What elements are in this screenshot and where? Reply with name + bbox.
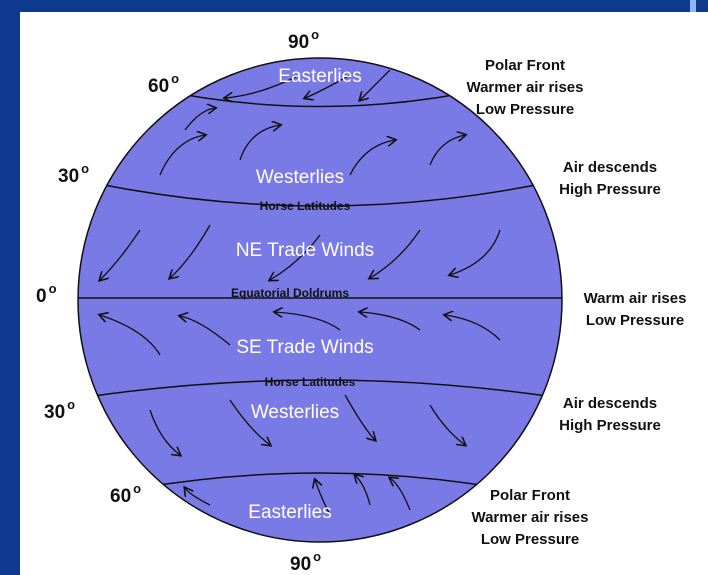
zone-label: Easterlies [248, 502, 331, 523]
pressure-note: Warm air rises [584, 290, 687, 307]
lat-60s [139, 472, 501, 489]
degree-mark: o [67, 397, 75, 412]
zone-label: Horse Latitudes [260, 199, 351, 213]
pressure-note: Low Pressure [586, 312, 684, 329]
degree-mark: o [133, 481, 141, 496]
pressure-note: Warmer air rises [471, 509, 588, 526]
latitude-label: 60 [110, 486, 131, 507]
pressure-notes: Polar Front Warmer air rises Low Pressure A… [466, 57, 686, 548]
zone-label: Equatorial Doldrums [231, 286, 349, 300]
zone-label: Horse Latitudes [265, 375, 356, 389]
pressure-note: Air descends [563, 159, 657, 176]
globe [77, 57, 563, 543]
zone-label: SE Trade Winds [236, 337, 373, 358]
degree-mark: o [49, 281, 57, 296]
lat-30s [79, 379, 561, 399]
latitude-label: 0 [36, 286, 47, 307]
zone-label: Westerlies [256, 167, 344, 188]
lat-60n [149, 87, 491, 108]
pressure-note: Low Pressure [481, 531, 579, 548]
zone-label: Easterlies [278, 66, 361, 87]
degree-mark: o [313, 549, 321, 564]
pressure-note: Warmer air rises [466, 79, 583, 96]
degree-mark: o [171, 71, 179, 86]
lat-30n [79, 179, 561, 207]
latitude-label: 30 [44, 402, 65, 423]
pressure-note: Low Pressure [476, 101, 574, 118]
degree-mark: o [81, 161, 89, 176]
zone-label: NE Trade Winds [236, 240, 374, 261]
pressure-note: High Pressure [559, 417, 661, 434]
latitude-label: 90 [288, 32, 309, 53]
latitude-label: 60 [148, 76, 169, 97]
pressure-note: Polar Front [485, 57, 565, 74]
zone-label: Westerlies [251, 402, 339, 423]
latitude-labels: 90 o60 o30 o0 o30 o60 o90 o [36, 27, 321, 575]
pressure-note: Air descends [563, 395, 657, 412]
wind-arrows [100, 69, 501, 516]
pressure-note: High Pressure [559, 181, 661, 198]
degree-mark: o [311, 27, 319, 42]
corner [690, 0, 696, 12]
latitude-label: 90 [290, 554, 311, 575]
pressure-note: Polar Front [490, 487, 570, 504]
latitude-lines [78, 87, 562, 489]
latitude-label: 30 [58, 166, 79, 187]
